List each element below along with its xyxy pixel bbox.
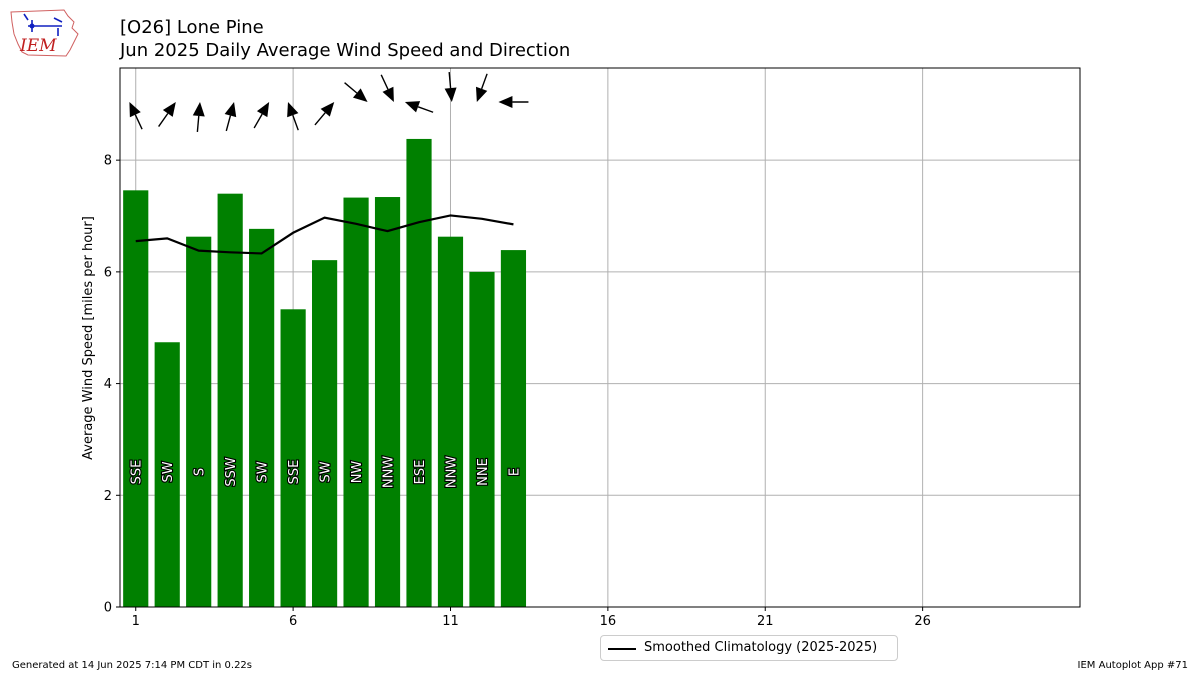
arrow-head xyxy=(162,102,176,117)
direction-label: NNW xyxy=(382,456,397,488)
x-tick-label: 11 xyxy=(442,614,459,629)
wind-direction-arrow xyxy=(287,102,299,131)
climatology-line xyxy=(135,214,514,255)
wind-direction-arrow xyxy=(444,72,457,102)
y-tick-label: 0 xyxy=(104,601,112,616)
wind-direction-arrow xyxy=(314,102,335,126)
direction-label: SW xyxy=(256,461,271,482)
arrow-shaft xyxy=(253,113,263,129)
legend-label: Smoothed Climatology (2025-2025) xyxy=(644,640,878,655)
arrow-head xyxy=(352,88,368,102)
arrow-shaft xyxy=(448,72,452,89)
direction-label: E xyxy=(507,468,522,476)
wind-speed-bar xyxy=(280,309,306,607)
wind-direction-arrow xyxy=(192,102,205,132)
generated-timestamp: Generated at 14 Jun 2025 7:14 PM CDT in … xyxy=(12,660,253,671)
x-tick-label: 6 xyxy=(289,614,297,629)
direction-label: SSE xyxy=(287,460,302,485)
wind-direction-arrow xyxy=(475,73,488,102)
y-tick-label: 4 xyxy=(104,377,112,392)
direction-label: S xyxy=(193,468,208,476)
arrow-shaft xyxy=(380,74,389,90)
direction-label: SW xyxy=(161,461,176,482)
arrow-head xyxy=(444,87,457,102)
arrow-head xyxy=(498,96,513,108)
arrow-head xyxy=(256,102,270,118)
y-axis-ticks: 0 2 4 6 8 xyxy=(104,154,120,616)
y-axis-label: Average Wind Speed [miles per hour] xyxy=(81,216,96,460)
direction-label: NW xyxy=(350,461,365,484)
direction-label: NNW xyxy=(444,456,459,488)
arrow-shaft xyxy=(417,106,434,113)
y-tick-label: 6 xyxy=(104,265,112,280)
legend: Smoothed Climatology (2025-2025) xyxy=(600,635,898,661)
logo-text: IEM xyxy=(19,36,57,56)
arrow-shaft xyxy=(158,113,169,127)
wind-speed-bar xyxy=(437,236,464,607)
y-tick-label: 8 xyxy=(104,154,112,169)
plot-frame xyxy=(119,67,1081,608)
arrow-head xyxy=(475,86,488,102)
iem-logo: IEM xyxy=(8,6,80,58)
chart-title-description: Jun 2025 Daily Average Wind Speed and Di… xyxy=(120,40,571,61)
direction-label: NNE xyxy=(476,458,491,486)
direction-arrows xyxy=(129,72,529,132)
direction-label: SSE xyxy=(130,460,145,485)
arrow-shaft xyxy=(196,115,200,132)
arrow-head xyxy=(382,86,394,102)
y-tick-label: 2 xyxy=(104,489,112,504)
wind-direction-arrow xyxy=(498,96,529,108)
wind-speed-bar xyxy=(374,197,401,607)
wind-speed-bars xyxy=(123,138,527,608)
chart-title-station: [O26] Lone Pine xyxy=(120,17,264,38)
wind-direction-arrow xyxy=(404,101,434,113)
wind-direction-arrow xyxy=(129,102,143,130)
wind-direction-arrow xyxy=(253,102,270,129)
wind-direction-arrow xyxy=(158,102,176,127)
arrow-head xyxy=(224,102,237,118)
arrow-shaft xyxy=(292,114,299,131)
wind-speed-bar xyxy=(186,236,212,607)
wind-direction-arrow xyxy=(224,102,237,132)
wind-speed-bar xyxy=(312,260,338,607)
legend-line-swatch xyxy=(608,648,636,650)
wind-speed-bar xyxy=(406,138,432,608)
arrow-shaft xyxy=(480,73,488,90)
wind-speed-bar xyxy=(154,342,180,607)
arrow-shaft xyxy=(344,82,358,94)
arrow-head xyxy=(129,102,141,118)
x-tick-label: 1 xyxy=(132,614,140,629)
wind-speed-bar xyxy=(123,190,149,608)
arrow-head xyxy=(404,101,421,113)
arrow-shaft xyxy=(134,114,143,130)
arrow-head xyxy=(320,102,335,117)
wind-speed-bar xyxy=(217,193,243,607)
direction-label: SSW xyxy=(224,457,239,487)
wind-speed-bar xyxy=(249,228,275,607)
direction-label: SW xyxy=(319,461,334,482)
arrow-shaft xyxy=(314,112,326,126)
x-axis-ticks: 1 6 11 16 21 26 xyxy=(132,607,931,629)
app-id: IEM Autoplot App #71 xyxy=(1077,660,1188,671)
x-tick-label: 26 xyxy=(914,614,931,629)
arrow-head xyxy=(287,102,299,118)
x-tick-label: 16 xyxy=(600,614,617,629)
direction-label: ESE xyxy=(413,460,428,485)
wind-direction-arrow xyxy=(344,82,368,102)
climatology-line-group xyxy=(135,214,514,255)
direction-labels: SSE SW S SSW SW SSE SW NW NNW ESE NNW NNE E xyxy=(129,455,524,490)
arrow-head xyxy=(192,102,205,117)
wind-speed-bar xyxy=(343,197,369,607)
wind-speed-bar xyxy=(469,271,495,607)
wind-direction-arrow xyxy=(380,74,394,102)
wind-speed-bar xyxy=(500,250,527,608)
x-tick-label: 21 xyxy=(757,614,774,629)
arrow-shaft xyxy=(225,115,232,132)
